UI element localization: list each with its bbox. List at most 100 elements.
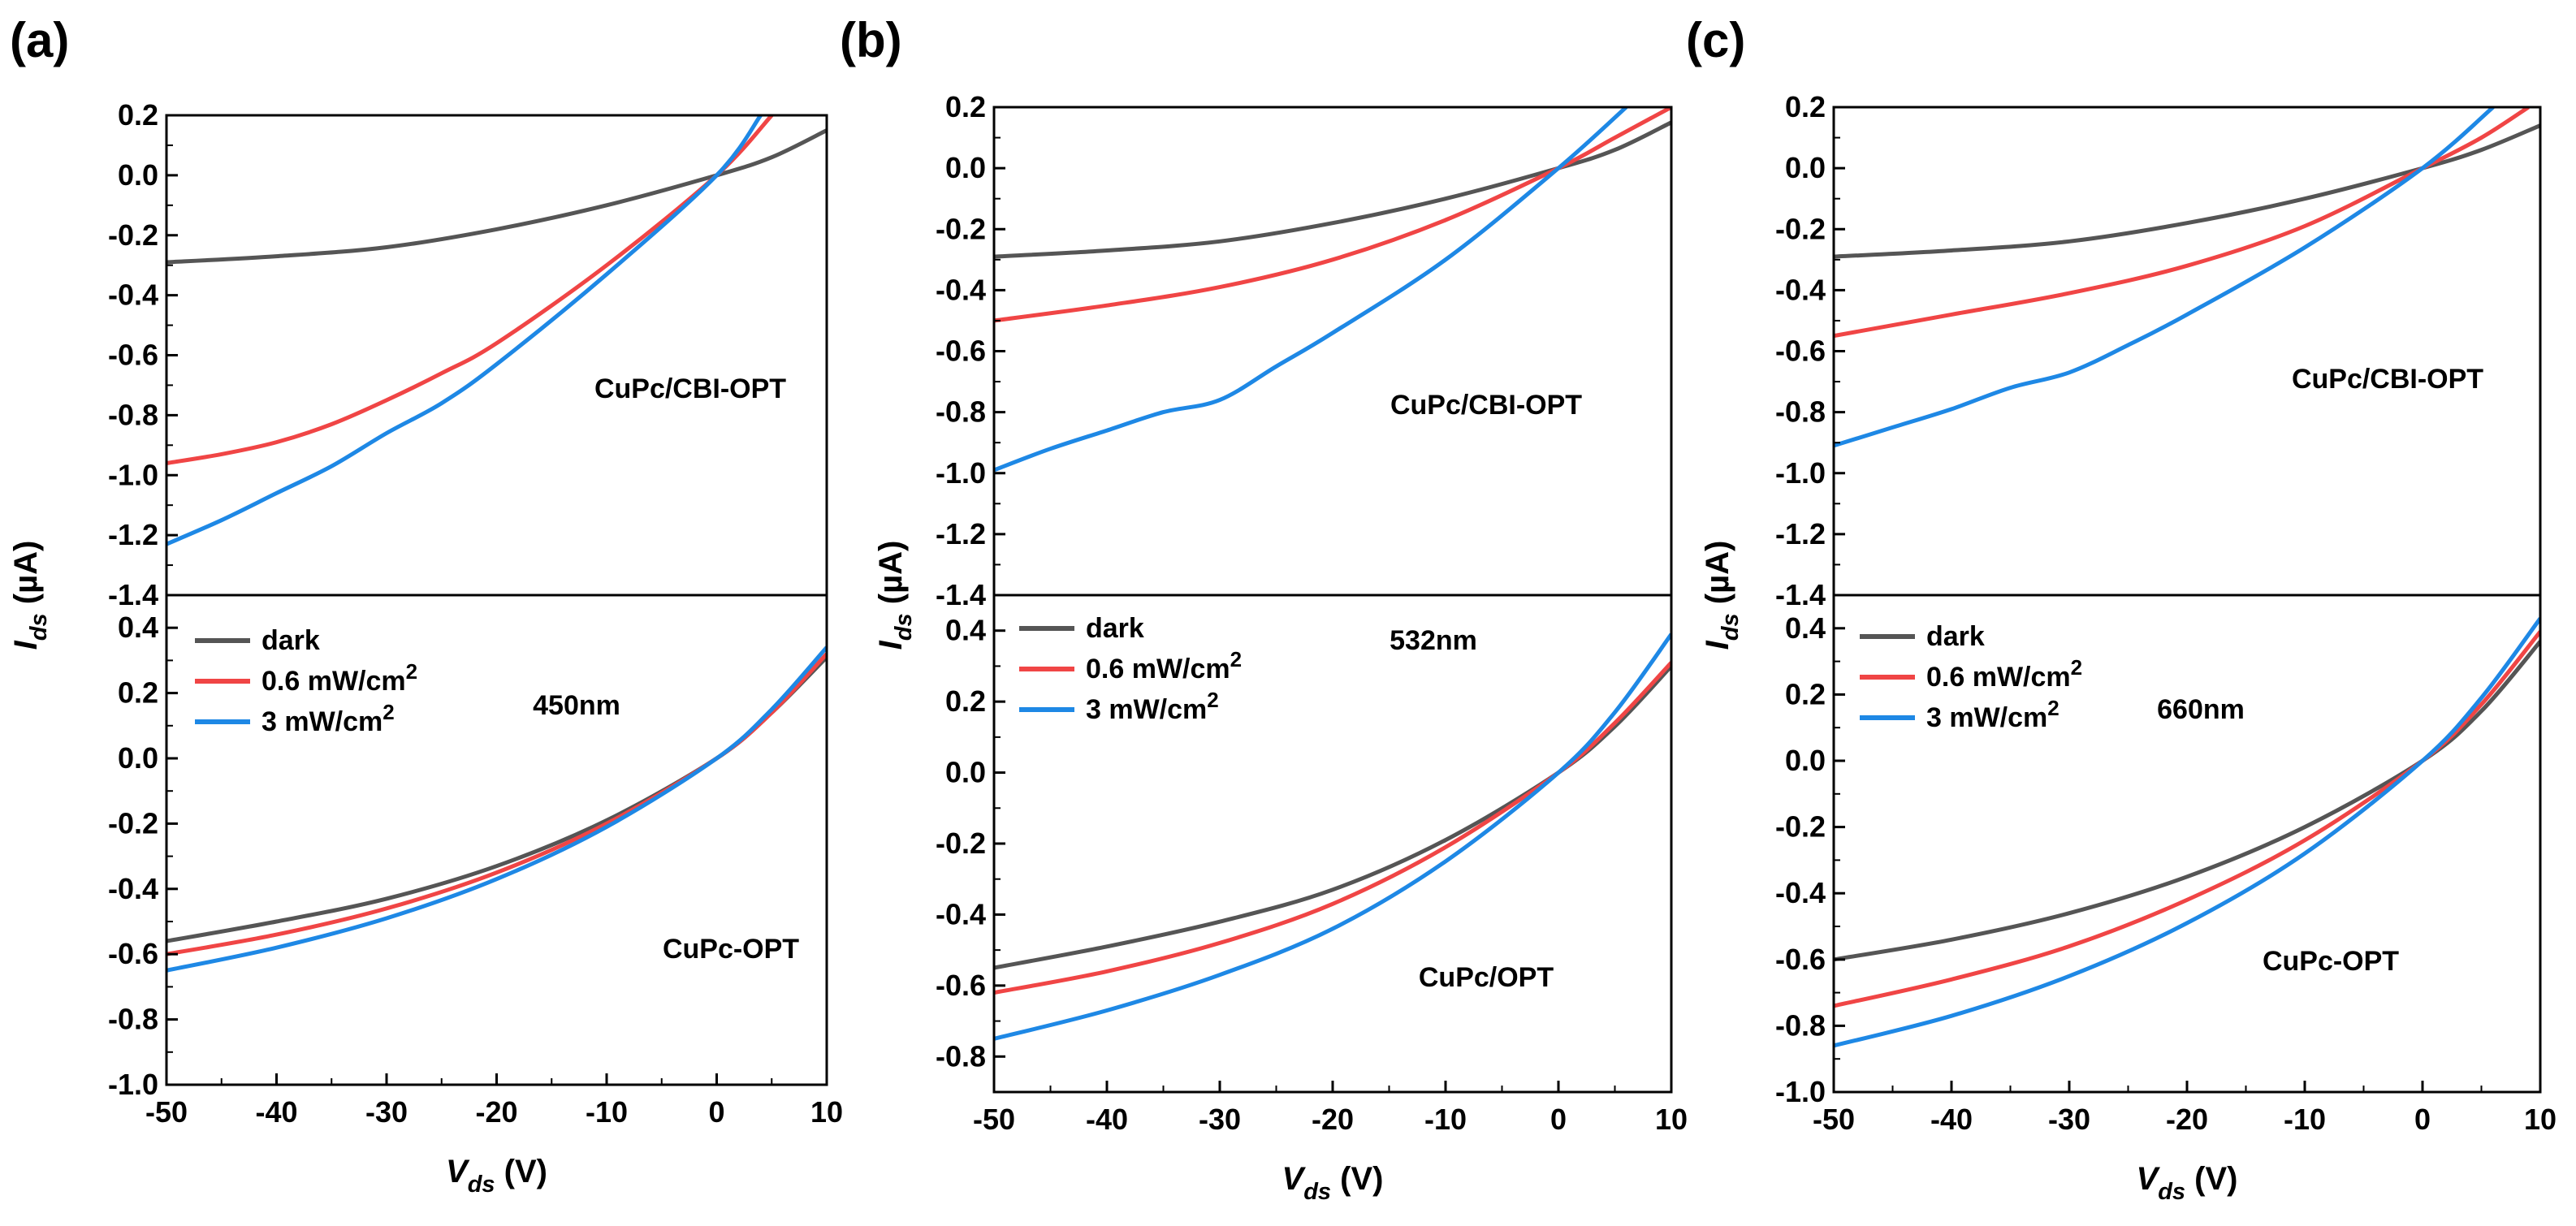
panel-label-b: (b) xyxy=(840,13,902,67)
y-tick-label-bottom-c: -1.0 xyxy=(1775,1075,1826,1108)
x-tick-label-b: -20 xyxy=(1312,1103,1354,1136)
series-line-top-a-2 xyxy=(166,115,763,546)
x-tick-label-b: 0 xyxy=(1550,1103,1567,1136)
y-tick-label-top-c: -0.4 xyxy=(1775,273,1826,306)
x-axis-label-b: Vds (V) xyxy=(1282,1161,1384,1205)
y-tick-label-top-c: -1.4 xyxy=(1775,578,1826,611)
x-axis-label-a: Vds (V) xyxy=(446,1154,547,1198)
y-tick-label-top-b: -1.2 xyxy=(936,517,986,550)
x-tick-label-c: 0 xyxy=(2414,1103,2431,1136)
y-tick-label-bottom-c: 0.4 xyxy=(1785,611,1826,645)
legend-sup: 2 xyxy=(406,659,417,684)
annotation-top-a: CuPc/CBI-OPT xyxy=(594,373,786,404)
legend-text: 0.6 mW/cm xyxy=(1926,662,2071,693)
series-line-bottom-c-0 xyxy=(1834,640,2540,962)
y-tick-label-top-a: -0.2 xyxy=(108,218,158,252)
y-tick-label-bottom-a: -0.4 xyxy=(108,872,158,905)
x-axis-label-main: V xyxy=(2137,1161,2161,1197)
annotation-top-b: CuPc/CBI-OPT xyxy=(1390,390,1582,421)
legend-label-a-1: 0.6 mW/cm2 xyxy=(261,659,417,697)
x-tick-label-b: -40 xyxy=(1086,1103,1128,1136)
panel-label-a: (a) xyxy=(10,13,69,67)
y-axis-label-b: Ids (µA) xyxy=(873,541,917,650)
series-line-top-c-2 xyxy=(1834,107,2495,448)
legend-sup: 2 xyxy=(383,700,394,724)
x-axis-label-unit: (V) xyxy=(2185,1161,2237,1197)
legend-sup: 2 xyxy=(1207,688,1218,712)
series-line-top-b-0 xyxy=(994,120,1671,259)
plot-frame-top-c xyxy=(1832,106,2542,597)
x-tick-label-c: -40 xyxy=(1930,1103,1973,1136)
y-tick-label-top-a: -1.2 xyxy=(108,518,158,551)
legend-label-c-0: dark xyxy=(1926,621,1985,652)
y-tick-label-bottom-b: -0.4 xyxy=(936,897,986,930)
series-line-top-b-2 xyxy=(994,107,1628,473)
subplot-top-a: -1.4 -1.2 -1.0 -0.8 -0.6 -0.4 -0.2 0.0 0.2 CuPc/C… xyxy=(108,98,828,611)
legend-text: 0.6 mW/cm xyxy=(261,666,406,697)
series-line-top-c-0 xyxy=(1834,123,2540,259)
y-tick-label-top-b: -0.4 xyxy=(936,273,986,306)
series-line-bottom-a-0 xyxy=(166,655,827,943)
series-line-top-a-1 xyxy=(166,115,774,465)
x-axis-label-main: V xyxy=(1282,1161,1307,1197)
y-tick-label-top-a: -1.0 xyxy=(108,458,158,491)
y-tick-label-top-c: 0.2 xyxy=(1785,90,1826,123)
series-line-top-b-1 xyxy=(994,107,1671,323)
y-tick-label-bottom-c: -0.2 xyxy=(1775,810,1826,844)
x-tick-label-a: 0 xyxy=(708,1095,724,1129)
annotation-bottom-a: CuPc-OPT xyxy=(663,934,799,965)
y-axis-label-unit: (µA) xyxy=(8,541,44,614)
y-tick-label-bottom-b: -0.6 xyxy=(936,969,986,1002)
y-tick-label-bottom-a: -0.8 xyxy=(108,1003,158,1036)
y-axis-label-unit: (µA) xyxy=(1700,541,1735,614)
x-tick-label-a: -40 xyxy=(255,1095,297,1129)
wavelength-label-a: 450nm xyxy=(533,690,620,721)
x-tick-label-c: -50 xyxy=(1813,1103,1855,1136)
y-tick-label-top-b: -0.2 xyxy=(936,212,986,245)
annotation-bottom-c: CuPc-OPT xyxy=(2263,946,2399,977)
x-tick-label-b: 10 xyxy=(1655,1103,1688,1136)
legend-sup: 2 xyxy=(2071,655,2082,680)
y-tick-label-top-c: -0.6 xyxy=(1775,335,1826,368)
series-line-bottom-a-1 xyxy=(166,652,827,956)
y-tick-label-top-a: -0.6 xyxy=(108,339,158,372)
series-line-top-a-0 xyxy=(166,128,827,265)
y-tick-label-bottom-b: -0.8 xyxy=(936,1039,986,1073)
y-axis-label-main: I xyxy=(873,640,909,650)
legend-label-c-2: 3 mW/cm2 xyxy=(1926,696,2060,733)
panel-a: (a) -1.4 -1.2 -1.0 -0.8 -0.6 -0.4 -0.2 0.0 0.2 CuP… xyxy=(8,13,843,1198)
subplot-top-c: -1.4 -1.2 -1.0 -0.8 -0.6 -0.4 -0.2 0.0 0.2 CuPc/C… xyxy=(1775,90,2542,611)
x-axis-label-unit: (V) xyxy=(495,1154,547,1189)
y-tick-label-top-c: -1.0 xyxy=(1775,456,1826,490)
series-line-bottom-c-1 xyxy=(1834,630,2540,1008)
y-tick-label-top-a: -0.4 xyxy=(108,278,158,312)
series-line-bottom-b-1 xyxy=(994,661,1671,995)
y-tick-label-bottom-b: 0.2 xyxy=(945,684,986,718)
y-axis-label-sub: ds xyxy=(1718,613,1744,641)
series-line-top-c-1 xyxy=(1834,107,2530,339)
legend-text: 3 mW/cm xyxy=(261,706,383,737)
y-tick-label-bottom-c: 0.0 xyxy=(1785,744,1826,777)
legend-c: dark 0.6 mW/cm2 3 mW/cm2 xyxy=(1860,621,2082,733)
y-tick-label-bottom-b: 0.4 xyxy=(945,614,986,647)
y-axis-label-unit: (µA) xyxy=(873,541,909,614)
legend-label-a-0: dark xyxy=(261,625,320,656)
x-axis-label-main: V xyxy=(446,1154,470,1189)
y-tick-label-bottom-a: -0.6 xyxy=(108,937,158,970)
legend-label-b-0: dark xyxy=(1086,613,1144,644)
y-axis-label-main: I xyxy=(8,640,44,650)
y-tick-label-bottom-c: 0.2 xyxy=(1785,677,1826,710)
x-tick-label-b: -10 xyxy=(1424,1103,1467,1136)
plot-frame-top-a xyxy=(165,114,828,597)
x-tick-label-a: -30 xyxy=(365,1095,408,1129)
y-axis-label-a: Ids (µA) xyxy=(8,541,52,650)
x-axis-label-unit: (V) xyxy=(1331,1161,1383,1197)
y-tick-label-top-c: -1.2 xyxy=(1775,517,1826,550)
x-tick-label-c: 10 xyxy=(2524,1103,2557,1136)
y-tick-label-top-a: -0.8 xyxy=(108,398,158,431)
y-tick-label-bottom-a: 0.0 xyxy=(118,741,158,775)
series-line-bottom-b-0 xyxy=(994,664,1671,970)
wavelength-label-c: 660nm xyxy=(2157,694,2245,725)
x-tick-label-a: -20 xyxy=(475,1095,517,1129)
